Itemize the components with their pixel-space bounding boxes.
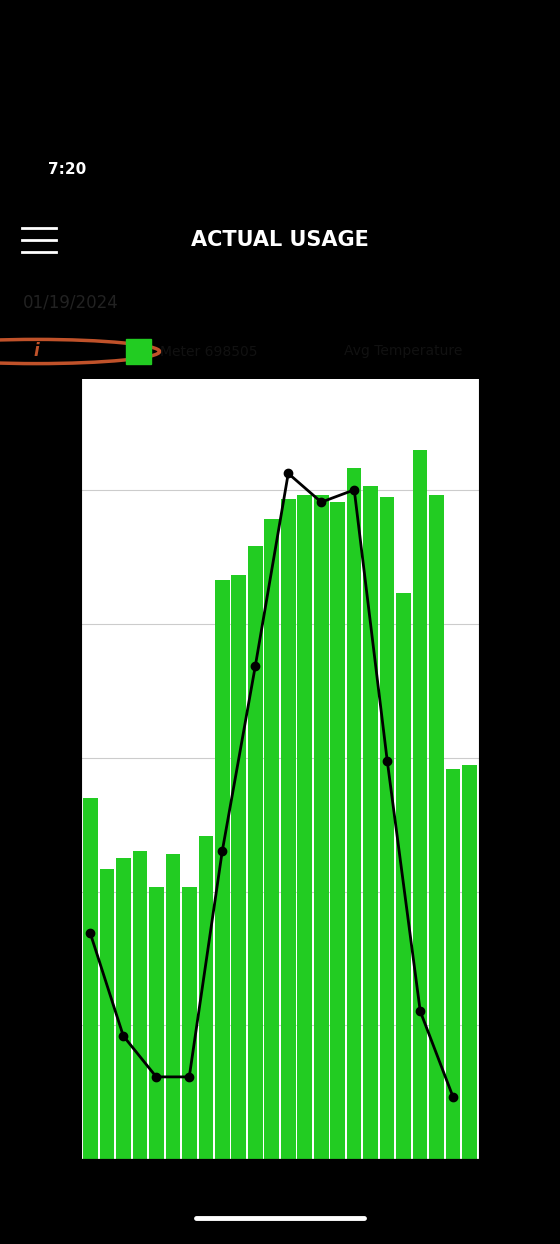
Y-axis label: Temperature (°F): Temperature (°F) bbox=[512, 698, 530, 840]
Bar bbox=[430, 495, 444, 1159]
Text: 7:20: 7:20 bbox=[48, 163, 86, 178]
Text: Avg Temperature: Avg Temperature bbox=[344, 345, 463, 358]
Bar bbox=[363, 486, 378, 1159]
Bar bbox=[463, 765, 477, 1159]
Bar bbox=[297, 495, 312, 1159]
X-axis label: Hours: Hours bbox=[254, 1215, 306, 1234]
Bar bbox=[126, 340, 151, 363]
Text: 01/19/2024: 01/19/2024 bbox=[22, 294, 118, 311]
Bar bbox=[83, 797, 97, 1159]
Bar bbox=[413, 450, 427, 1159]
Text: ACTUAL USAGE: ACTUAL USAGE bbox=[191, 230, 369, 250]
Bar bbox=[149, 887, 164, 1159]
Bar bbox=[248, 546, 263, 1159]
Text: i: i bbox=[34, 342, 39, 361]
Bar bbox=[116, 858, 130, 1159]
Bar bbox=[215, 580, 230, 1159]
Text: Meter 698505: Meter 698505 bbox=[160, 345, 257, 358]
Bar bbox=[396, 593, 411, 1159]
Bar bbox=[133, 851, 147, 1159]
Bar bbox=[314, 495, 329, 1159]
Bar bbox=[330, 501, 345, 1159]
Bar bbox=[281, 499, 296, 1159]
Bar bbox=[231, 575, 246, 1159]
Bar bbox=[380, 498, 394, 1159]
Bar bbox=[198, 836, 213, 1159]
Y-axis label: Usage (kWh): Usage (kWh) bbox=[21, 715, 39, 822]
Bar bbox=[446, 769, 460, 1159]
Bar bbox=[182, 887, 197, 1159]
Bar bbox=[264, 520, 279, 1159]
Bar bbox=[100, 870, 114, 1159]
Bar bbox=[166, 853, 180, 1159]
Bar bbox=[347, 468, 362, 1159]
